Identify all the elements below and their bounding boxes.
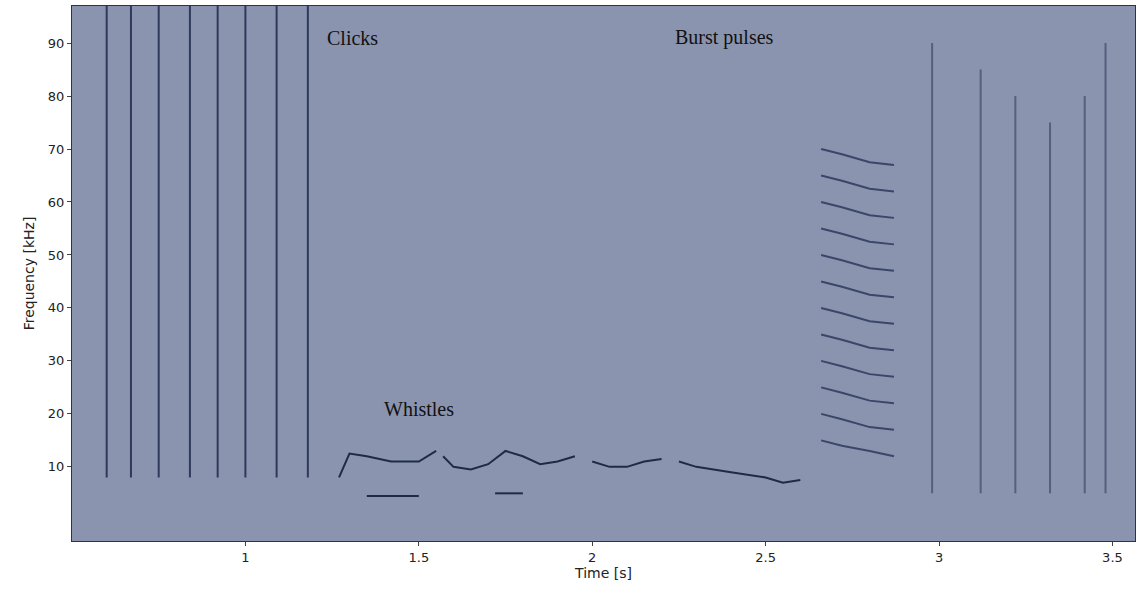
svg-text:80: 80 bbox=[48, 89, 65, 104]
svg-text:3: 3 bbox=[935, 550, 943, 565]
svg-text:Clicks: Clicks bbox=[327, 27, 378, 49]
svg-text:20: 20 bbox=[48, 406, 65, 421]
svg-text:2: 2 bbox=[588, 550, 596, 565]
svg-text:3.5: 3.5 bbox=[1102, 550, 1123, 565]
svg-text:10: 10 bbox=[48, 459, 65, 474]
svg-text:70: 70 bbox=[48, 142, 65, 157]
svg-text:Time [s]: Time [s] bbox=[574, 565, 632, 581]
svg-text:Whistles: Whistles bbox=[384, 398, 454, 420]
svg-text:2.5: 2.5 bbox=[755, 550, 776, 565]
svg-text:30: 30 bbox=[48, 353, 65, 368]
svg-text:60: 60 bbox=[48, 195, 65, 210]
svg-text:Burst pulses: Burst pulses bbox=[675, 26, 774, 49]
svg-text:90: 90 bbox=[48, 36, 65, 51]
svg-text:Frequency [kHz]: Frequency [kHz] bbox=[21, 217, 37, 331]
svg-text:1: 1 bbox=[241, 550, 249, 565]
svg-text:40: 40 bbox=[48, 300, 65, 315]
svg-text:1.5: 1.5 bbox=[408, 550, 429, 565]
svg-text:50: 50 bbox=[48, 248, 65, 263]
